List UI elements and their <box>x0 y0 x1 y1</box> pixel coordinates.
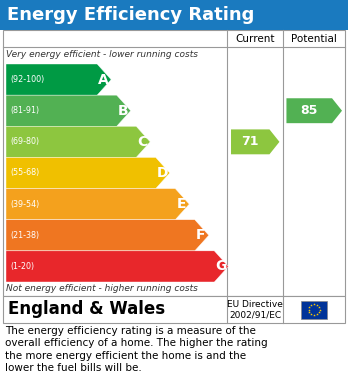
Text: Current: Current <box>236 34 275 43</box>
Bar <box>3 30 345 296</box>
Text: B: B <box>118 104 128 118</box>
Polygon shape <box>6 95 131 126</box>
Text: E: E <box>176 197 186 211</box>
Text: F: F <box>196 228 205 242</box>
Bar <box>301 301 327 319</box>
Bar <box>0 0 348 30</box>
Text: 85: 85 <box>301 104 318 117</box>
Text: Energy Efficiency Rating: Energy Efficiency Rating <box>7 6 254 24</box>
Text: (39-54): (39-54) <box>10 200 39 209</box>
Text: D: D <box>157 166 168 180</box>
Text: Not energy efficient - higher running costs: Not energy efficient - higher running co… <box>6 284 198 293</box>
Polygon shape <box>6 126 150 158</box>
Polygon shape <box>6 220 209 251</box>
Text: (55-68): (55-68) <box>10 169 39 178</box>
Text: (69-80): (69-80) <box>10 137 39 146</box>
Text: (21-38): (21-38) <box>10 231 39 240</box>
Polygon shape <box>6 251 228 282</box>
Text: EU Directive
2002/91/EC: EU Directive 2002/91/EC <box>227 300 283 319</box>
Polygon shape <box>286 98 342 123</box>
Text: Very energy efficient - lower running costs: Very energy efficient - lower running co… <box>6 50 198 59</box>
Polygon shape <box>6 158 170 188</box>
Text: A: A <box>98 73 109 86</box>
Text: 71: 71 <box>242 135 259 148</box>
Text: (92-100): (92-100) <box>10 75 44 84</box>
Polygon shape <box>6 188 189 220</box>
Bar <box>3 296 345 323</box>
Text: (81-91): (81-91) <box>10 106 39 115</box>
Text: Potential: Potential <box>291 34 337 43</box>
Text: England & Wales: England & Wales <box>8 301 165 319</box>
Polygon shape <box>231 129 279 154</box>
Text: The energy efficiency rating is a measure of the
overall efficiency of a home. T: The energy efficiency rating is a measur… <box>5 326 268 373</box>
Text: (1-20): (1-20) <box>10 262 34 271</box>
Text: C: C <box>137 135 148 149</box>
Polygon shape <box>6 64 111 95</box>
Text: G: G <box>215 260 227 273</box>
